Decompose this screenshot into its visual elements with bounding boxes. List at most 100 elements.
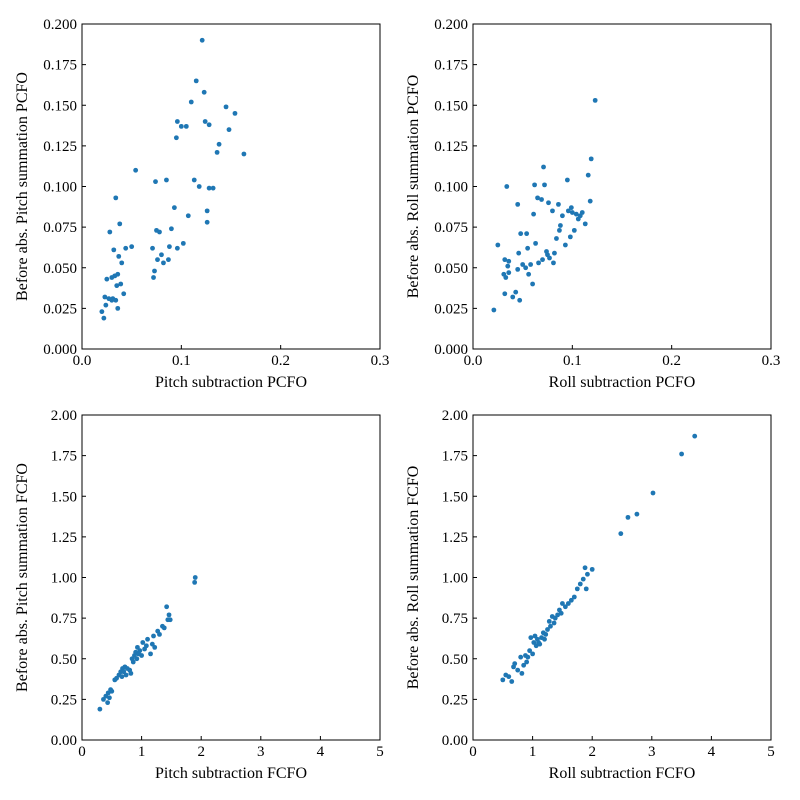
data-point — [185, 213, 191, 219]
axes-frame — [81, 414, 381, 741]
y-tick-label: 0.075 — [43, 220, 77, 236]
data-point — [204, 219, 210, 225]
data-point — [546, 618, 552, 624]
data-point — [130, 659, 136, 665]
data-point — [618, 531, 624, 537]
data-point — [692, 433, 698, 439]
data-point — [537, 641, 543, 647]
data-point — [193, 78, 199, 84]
data-point — [540, 257, 545, 263]
data-point — [545, 627, 550, 632]
y-tick-label: 0.150 — [43, 98, 77, 114]
data-point — [551, 260, 556, 266]
data-point — [650, 490, 656, 496]
data-point — [115, 271, 121, 277]
data-point — [533, 240, 538, 246]
data-point — [241, 151, 247, 157]
data-point — [525, 245, 531, 251]
data-point — [151, 275, 156, 280]
data-point — [173, 135, 179, 141]
x-axis-label: Pitch subtraction FCFO — [155, 765, 307, 782]
data-point — [118, 281, 124, 287]
data-point — [192, 579, 198, 585]
data-point — [164, 177, 169, 183]
y-tick-label: 0.000 — [43, 342, 77, 358]
y-tick-label: 1.25 — [51, 530, 77, 546]
data-point — [99, 309, 105, 315]
data-point — [115, 305, 121, 311]
x-tick-label: 4 — [317, 744, 325, 760]
x-axis-label: Pitch subtraction PCFO — [155, 374, 307, 391]
y-tick-label: 1.75 — [442, 449, 468, 465]
data-point — [210, 185, 216, 191]
data-point — [517, 297, 523, 303]
data-point — [169, 226, 174, 232]
data-point — [506, 258, 512, 264]
data-point — [123, 672, 129, 678]
data-point — [152, 268, 157, 274]
data-point — [547, 255, 552, 261]
data-point — [512, 661, 518, 667]
data-point — [528, 635, 534, 641]
data-point — [546, 200, 551, 206]
data-point — [679, 451, 684, 457]
y-tick-label: 0.125 — [43, 139, 77, 155]
x-tick-label: 3 — [648, 744, 656, 760]
data-point — [502, 257, 508, 263]
y-tick-label: 0.00 — [442, 733, 468, 749]
y-axis-label: Before abs. Roll summation PCFO — [405, 75, 422, 299]
data-point — [516, 250, 522, 256]
subplot-roll-fcfo: 0 1 2 3 4 5 0.00 0.25 0.50 0.75 1.00 1.25 1.50 1.75 2.… — [405, 408, 775, 782]
data-point — [555, 612, 561, 618]
data-point — [558, 610, 564, 616]
data-point — [214, 149, 220, 155]
data-point — [539, 197, 544, 202]
data-point — [550, 208, 555, 214]
data-point — [113, 297, 119, 303]
y-axis-label: Before abs. Pitch summation FCFO — [14, 463, 31, 692]
data-point — [128, 670, 134, 676]
data-point — [520, 262, 526, 267]
data-point — [161, 260, 166, 266]
data-point — [155, 257, 160, 263]
x-tick-label: 1 — [529, 744, 537, 760]
y-tick-label: 1.50 — [51, 489, 77, 505]
data-point — [139, 653, 145, 658]
data-point — [216, 141, 222, 147]
data-point — [552, 250, 557, 256]
data-point — [589, 566, 595, 572]
y-tick-label: 1.50 — [442, 489, 468, 505]
data-point — [568, 205, 574, 211]
y-tick-label: 0.100 — [43, 180, 77, 196]
data-point — [562, 242, 568, 248]
data-point — [554, 236, 559, 241]
data-point — [506, 270, 512, 276]
data-point — [97, 706, 103, 712]
y-tick-label: 0.175 — [434, 58, 468, 74]
y-tick-label: 0.050 — [43, 261, 77, 277]
y-tick-label: 0.025 — [43, 301, 77, 317]
data-point — [196, 184, 202, 189]
data-point — [510, 294, 516, 300]
data-point — [634, 511, 640, 517]
data-point — [148, 651, 153, 657]
y-tick-label: 0.000 — [434, 342, 468, 358]
data-point — [551, 620, 557, 626]
x-tick-label: 2 — [197, 744, 205, 760]
y-tick-label: 0.175 — [43, 58, 77, 74]
data-point — [167, 244, 172, 250]
y-tick-label: 0.025 — [434, 301, 468, 317]
data-point — [206, 185, 212, 191]
x-tick-label: 3 — [257, 744, 265, 760]
data-point — [183, 123, 189, 129]
axes-frame — [472, 414, 772, 741]
x-tick-label: 0.0 — [464, 353, 483, 369]
data-point — [113, 195, 119, 201]
data-point — [543, 631, 549, 637]
data-point — [174, 245, 180, 251]
data-point — [509, 679, 515, 684]
x-tick-label: 0 — [469, 744, 477, 760]
data-point — [560, 213, 565, 219]
data-point — [569, 210, 575, 215]
